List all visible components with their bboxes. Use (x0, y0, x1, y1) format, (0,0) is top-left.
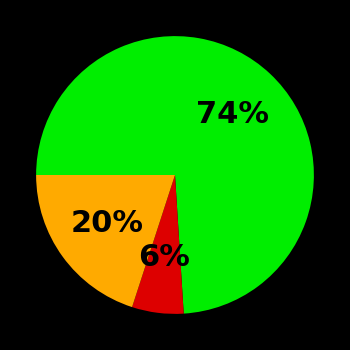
Text: 74%: 74% (196, 100, 268, 129)
Wedge shape (132, 175, 184, 314)
Wedge shape (36, 175, 175, 307)
Text: 20%: 20% (71, 210, 144, 238)
Wedge shape (36, 36, 314, 314)
Text: 6%: 6% (139, 243, 190, 272)
